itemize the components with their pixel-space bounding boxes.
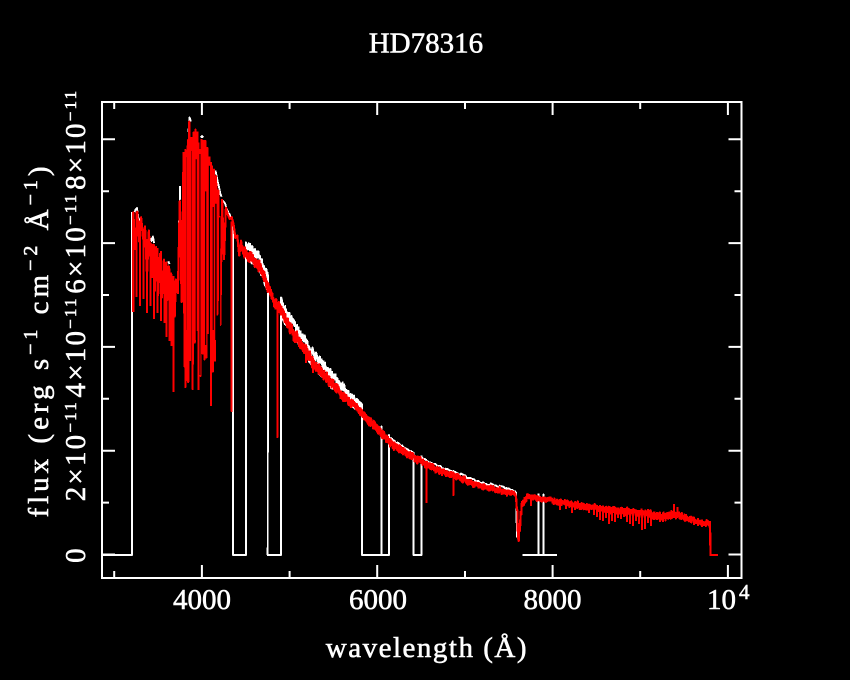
svg-text:10: 10 [707, 584, 736, 616]
svg-text:4×10−11: 4×10−11 [60, 296, 92, 397]
svg-text:8000: 8000 [524, 584, 582, 616]
svg-text:2×10−11: 2×10−11 [60, 400, 92, 501]
svg-text:HD78316: HD78316 [369, 28, 483, 60]
svg-text:4: 4 [739, 580, 750, 604]
svg-text:6000: 6000 [349, 584, 407, 616]
svg-text:flux (erg s−1 cm−2 Å−1): flux (erg s−1 cm−2 Å−1) [20, 162, 55, 517]
svg-text:wavelength (Å): wavelength (Å) [326, 632, 528, 664]
svg-text:6×10−11: 6×10−11 [60, 192, 92, 293]
svg-text:4000: 4000 [173, 584, 231, 616]
svg-text:0: 0 [60, 546, 92, 563]
